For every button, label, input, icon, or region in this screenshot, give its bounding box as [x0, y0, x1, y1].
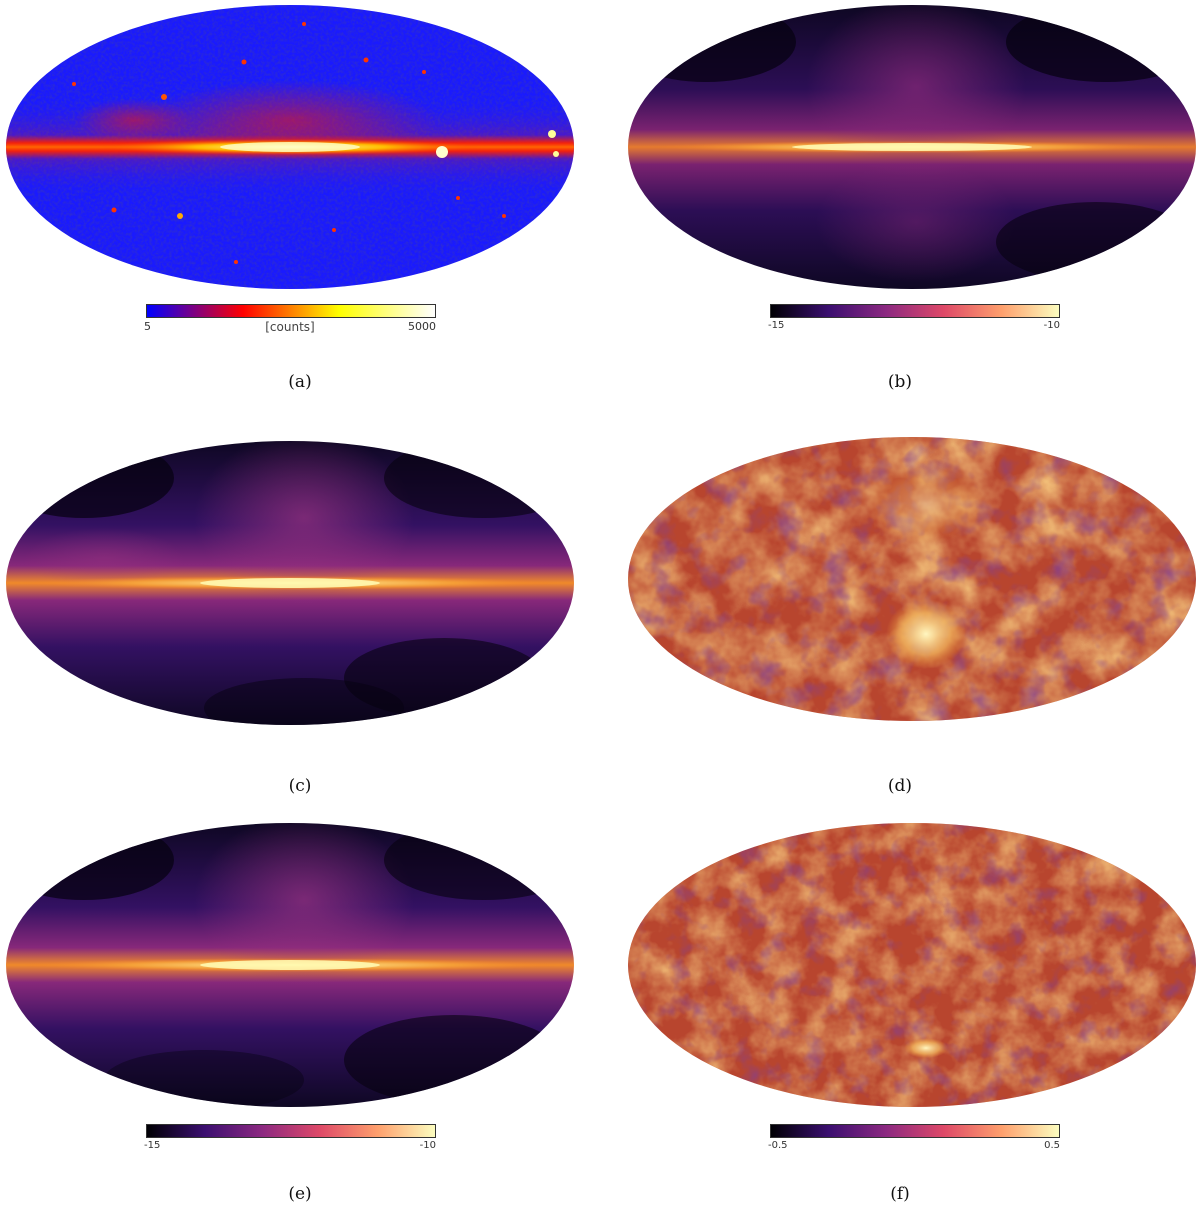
caption-b: (b) — [887, 372, 913, 392]
colorbar-b: -15 -10 — [768, 304, 1060, 344]
colorbar-max-label: -10 — [419, 1140, 436, 1151]
caption-d: (d) — [887, 776, 913, 796]
panel-b: -15 -10 (b) — [600, 0, 1200, 404]
sky-map-b — [628, 5, 1196, 289]
colorbar-unit-label: [counts] — [265, 320, 315, 334]
panel-f: -0.5 0.5 (f) — [600, 808, 1200, 1212]
colorbar-min-label: -15 — [144, 1140, 161, 1151]
panel-c: (c) — [0, 404, 600, 808]
colorbar-e: -15 -10 — [144, 1124, 436, 1164]
colorbar-gradient — [146, 1124, 436, 1138]
sky-map-a — [6, 5, 574, 289]
caption-c: (c) — [288, 776, 312, 796]
colorbar-max-label: -10 — [1043, 320, 1060, 331]
colorbar-max-label: 0.5 — [1044, 1140, 1060, 1151]
sky-map-f — [628, 823, 1196, 1107]
colorbar-min-label: -0.5 — [768, 1140, 788, 1151]
caption-e: (e) — [288, 1184, 312, 1204]
sky-map-c — [6, 441, 574, 725]
colorbar-a: 5 [counts] 5000 — [144, 304, 436, 344]
panel-e: -15 -10 (e) — [0, 808, 600, 1212]
panel-a: 5 [counts] 5000 (a) — [0, 0, 600, 404]
caption-f: (f) — [890, 1184, 910, 1204]
colorbar-min-label: 5 — [144, 320, 151, 333]
colorbar-gradient — [770, 1124, 1060, 1138]
colorbar-gradient — [770, 304, 1060, 318]
caption-a: (a) — [288, 372, 312, 392]
colorbar-f: -0.5 0.5 — [768, 1124, 1060, 1164]
panel-d: (d) — [600, 404, 1200, 808]
sky-map-e — [6, 823, 574, 1107]
sky-map-d — [628, 437, 1196, 721]
colorbar-max-label: 5000 — [408, 320, 436, 333]
colorbar-gradient — [146, 304, 436, 318]
colorbar-min-label: -15 — [768, 320, 785, 331]
